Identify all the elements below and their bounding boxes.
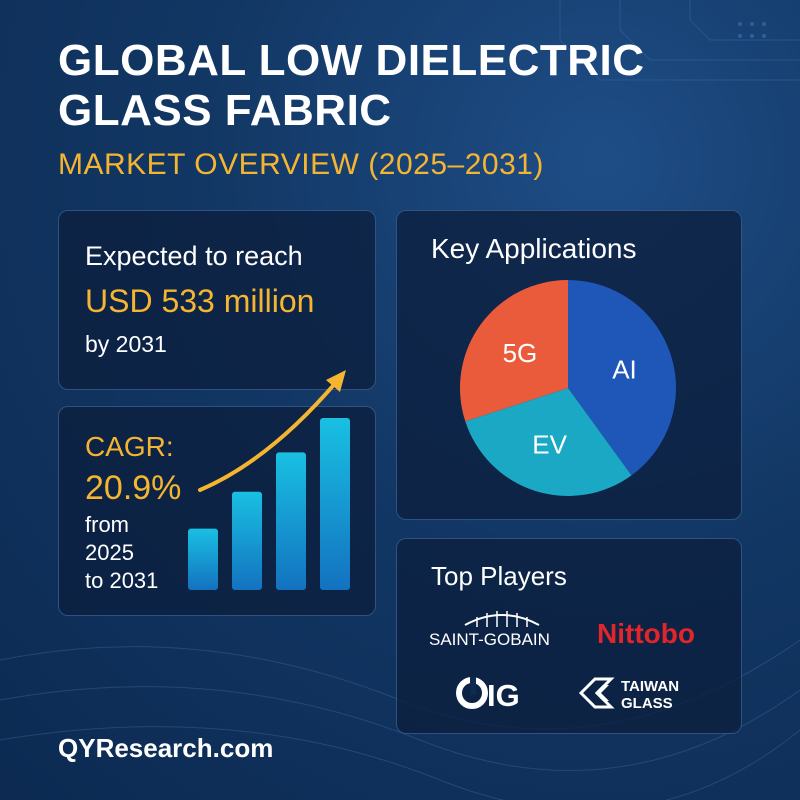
market-size-suffix: by 2031: [85, 331, 167, 357]
footer-site-link[interactable]: QYResearch.com: [58, 733, 274, 763]
cagr-period-line-3: to 2031: [85, 568, 159, 593]
page-subtitle: MARKET OVERVIEW (2025–2031): [58, 148, 544, 181]
market-size-card: Expected to reach USD 533 million by 203…: [58, 210, 376, 390]
pie-label-ai: AI: [612, 355, 637, 385]
title-line-1: GLOBAL LOW DIELECTRIC: [58, 36, 645, 85]
applications-pie-chart: AI EV 5G: [460, 280, 676, 496]
cagr-period-line-1: from: [85, 512, 129, 537]
top-players-card: Top Players SAINT-GOBAIN Nittobo IG TAIW: [396, 538, 742, 734]
page-title: GLOBAL LOW DIELECTRIC GLASS FABRIC: [58, 36, 645, 136]
nittobo-wordmark: Nittobo: [597, 618, 695, 649]
key-applications-card: Key Applications AI EV 5G: [396, 210, 742, 520]
saint-gobain-wordmark: SAINT-GOBAIN: [429, 630, 550, 649]
applications-heading: Key Applications: [431, 233, 637, 264]
oig-wordmark: IG: [487, 678, 520, 713]
cagr-value: 20.9%: [85, 469, 182, 507]
cagr-period-line-2: 2025: [85, 540, 134, 565]
pie-slice-ai: [568, 280, 676, 476]
pie-slice-ev: [465, 388, 632, 496]
pie-label-ev: EV: [532, 429, 567, 459]
pie-label-5g: 5G: [503, 338, 538, 368]
trend-arrow-head: [326, 370, 346, 392]
glass-wordmark: GLASS: [621, 695, 673, 712]
saint-gobain-logo: SAINT-GOBAIN: [427, 603, 577, 649]
market-size-prefix: Expected to reach: [85, 241, 303, 271]
growth-bar-2: [232, 491, 262, 590]
growth-bar-1: [188, 528, 218, 590]
cagr-label: CAGR:: [85, 431, 174, 462]
growth-bar-4: [320, 418, 350, 590]
pie-slice-5g: [460, 280, 568, 422]
market-size-value: USD 533 million: [85, 283, 315, 319]
taiwan-glass-logo: TAIWAN GLASS: [577, 673, 727, 720]
cagr-period: from 2025 to 2031: [85, 511, 185, 595]
players-heading: Top Players: [431, 561, 567, 591]
growth-bar-3: [276, 452, 306, 590]
trend-arrow: [198, 378, 340, 492]
oig-logo: IG: [455, 673, 535, 718]
taiwan-wordmark: TAIWAN: [621, 678, 679, 695]
title-line-2: GLASS FABRIC: [58, 86, 392, 135]
growth-bar-chart: [188, 370, 350, 590]
nittobo-logo: Nittobo: [595, 615, 725, 654]
